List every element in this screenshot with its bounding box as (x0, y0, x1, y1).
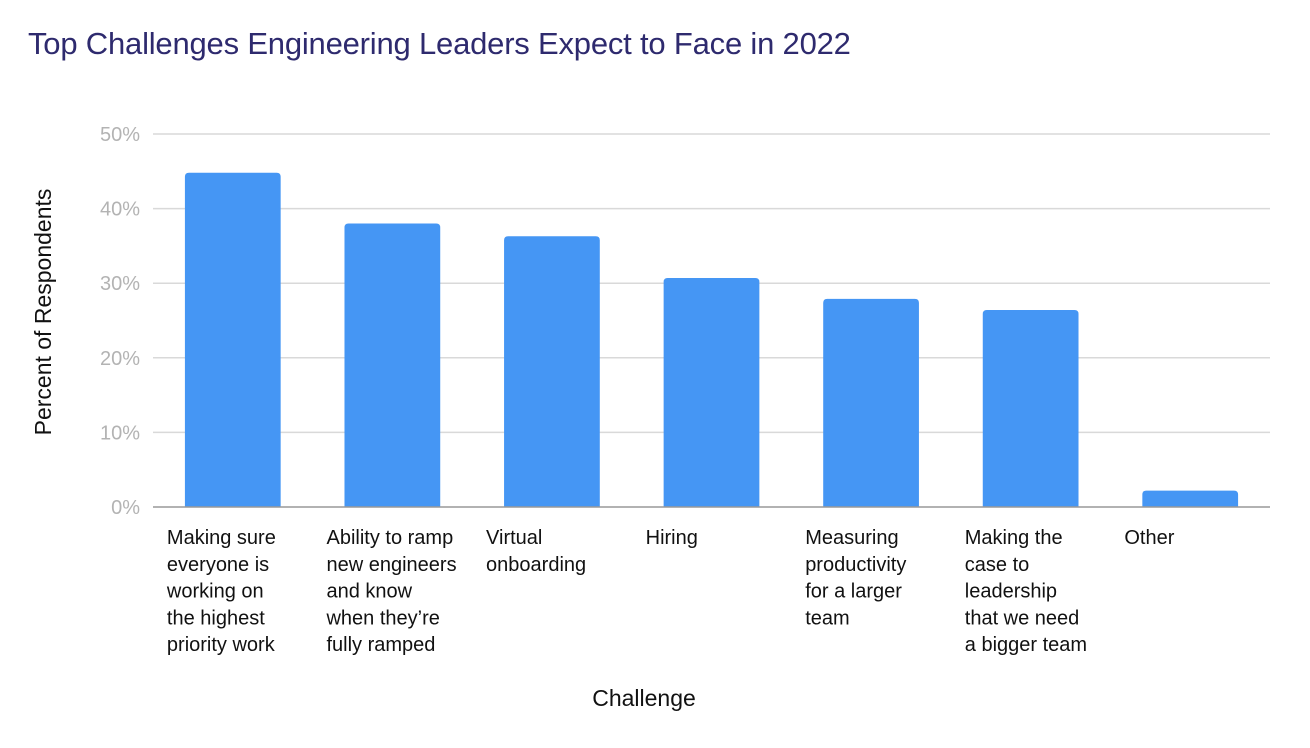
y-tick-label: 20% (100, 348, 140, 370)
bar (184, 172, 281, 508)
bar (344, 223, 441, 507)
x-category-label: Making sure everyone is working on the high… (166, 527, 276, 656)
x-category-label: Hiring (646, 527, 698, 549)
bars (184, 172, 1239, 508)
bar (663, 277, 760, 507)
x-category-label: Measuring productivity for a larger team (805, 527, 906, 629)
y-tick-label: 0% (111, 497, 140, 519)
x-category-label: Making the case to leadership that we need a… (965, 527, 1087, 656)
bar (823, 298, 919, 507)
bar (982, 310, 1079, 507)
y-tick-label: 30% (100, 273, 140, 295)
y-axis-title: Percent of Respondents (30, 189, 56, 436)
x-category-label: Other (1124, 527, 1174, 549)
y-tick-label: 10% (100, 422, 140, 444)
y-tick-label: 40% (100, 199, 140, 221)
y-tick-label: 50% (100, 124, 140, 146)
x-axis-title: Challenge (592, 685, 696, 711)
bar (504, 236, 600, 507)
x-category-labels: Making sure everyone is working on the high… (166, 527, 1175, 656)
x-category-label: Virtual onboarding (486, 527, 586, 576)
chart-title: Top Challenges Engineering Leaders Expec… (28, 26, 851, 61)
y-tick-labels: 0% 10% 20% 30% 40% 50% (100, 124, 140, 519)
bar (1142, 490, 1239, 507)
x-category-label: Ability to ramp new engineers and know when… (325, 527, 456, 656)
